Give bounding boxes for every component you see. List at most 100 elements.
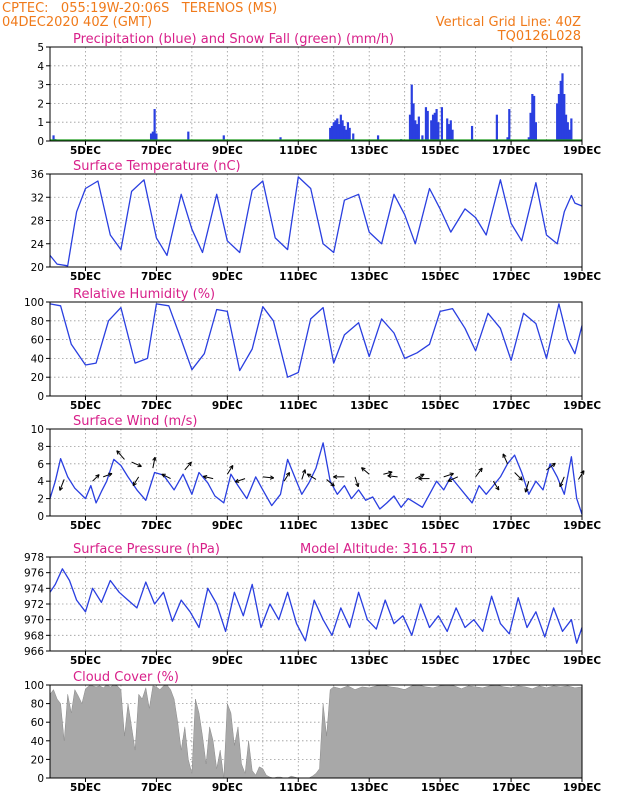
precip-bar [345, 129, 348, 141]
panel-title: Cloud Cover (%) [73, 670, 179, 685]
x-tick-label: 9DEC [212, 145, 243, 157]
wind-arrow [103, 472, 113, 478]
y-tick-label: 20 [31, 372, 44, 384]
y-tick-label: 6 [37, 459, 44, 471]
wind-arrow [226, 465, 234, 475]
y-tick-label: 10 [31, 424, 44, 436]
precip-bar [447, 124, 451, 141]
x-tick-label: 13DEC [350, 655, 389, 667]
x-tick-label: 13DEC [350, 400, 389, 412]
wind-arrow [234, 478, 246, 483]
precip-bar [348, 127, 351, 141]
precip-bar [410, 84, 413, 141]
x-tick-label: 15DEC [421, 400, 460, 412]
precip-bar [187, 131, 190, 141]
precip-bar [329, 127, 332, 141]
x-tick-label: 13DEC [350, 782, 389, 794]
precip-bar [470, 125, 474, 141]
precip-bar [341, 120, 344, 141]
precip-bar [330, 125, 334, 141]
y-tick-label: 36 [31, 169, 45, 181]
x-tick-label: 11DEC [279, 271, 318, 283]
x-tick-label: 19DEC [563, 655, 602, 667]
y-tick-label: 24 [31, 239, 45, 251]
panel-title: Relative Humidity (%) [73, 287, 215, 302]
y-tick-label: 80 [31, 316, 44, 328]
y-tick-label: 5 [37, 42, 44, 54]
x-tick-label: 13DEC [350, 271, 389, 283]
x-tick-label: 9DEC [212, 782, 243, 794]
y-tick-label: 100 [24, 297, 44, 309]
press-series-line [49, 568, 583, 644]
wind-arrow [132, 476, 140, 487]
y-tick-label: 8 [37, 441, 44, 453]
x-tick-label: 17DEC [492, 271, 531, 283]
precip-bar [449, 120, 452, 141]
precip-bar [433, 112, 436, 141]
y-tick-label: 4 [37, 476, 44, 488]
precip-bar [424, 107, 428, 141]
wind-arrow [184, 461, 192, 471]
x-tick-label: 19DEC [563, 782, 602, 794]
y-tick-label: 976 [24, 568, 44, 580]
wind-arrow [492, 480, 500, 491]
precip-bar [495, 114, 498, 141]
y-tick-label: 966 [24, 646, 44, 658]
y-tick-label: 60 [31, 335, 44, 347]
x-tick-label: 15DEC [421, 655, 460, 667]
precip-bar [336, 118, 339, 141]
y-tick-label: 40 [31, 736, 44, 748]
precip-bar [415, 124, 419, 141]
wind-arrow [202, 474, 214, 480]
precip-bar [430, 120, 433, 141]
wind-arrow [354, 476, 360, 488]
precip-bar [564, 114, 568, 141]
precip-bar [563, 94, 566, 141]
precip-bar [566, 122, 569, 141]
temp-series-line [49, 176, 583, 267]
y-tick-label: 3 [37, 80, 44, 92]
y-tick-label: 100 [24, 680, 44, 692]
header-line2-left: 04DEC2020 40Z (GMT) [2, 15, 153, 30]
x-tick-label: 9DEC [212, 400, 243, 412]
x-tick-label: 19DEC [563, 520, 602, 532]
x-tick-label: 9DEC [212, 271, 243, 283]
x-tick-label: 15DEC [421, 145, 460, 157]
precip-bar [346, 122, 350, 141]
y-tick-label: 968 [24, 630, 44, 642]
precip-bar [557, 94, 561, 141]
precip-bar [568, 129, 571, 141]
wind-arrow [546, 462, 556, 471]
y-tick-label: 32 [31, 192, 44, 204]
x-tick-label: 13DEC [350, 520, 389, 532]
y-tick-label: 20 [31, 262, 44, 274]
precip-bar [155, 133, 158, 141]
panel-subtitle: Model Altitude: 316.157 m [300, 542, 473, 557]
header-line3-right: TQ0126L028 [497, 29, 581, 44]
y-tick-label: 40 [31, 353, 44, 365]
header-line2-right: Vertical Grid Line: 40Z [435, 15, 581, 30]
x-tick-label: 19DEC [563, 400, 602, 412]
panel-frame [49, 684, 583, 779]
panel-title: Surface Temperature (nC) [73, 159, 241, 174]
wind-arrow [475, 467, 483, 478]
x-tick-label: 17DEC [492, 655, 531, 667]
y-tick-label: 28 [31, 216, 44, 228]
y-tick-label: 80 [31, 699, 44, 711]
precip-bar [151, 131, 154, 141]
x-tick-label: 15DEC [421, 271, 460, 283]
cloud-cover-area [49, 684, 583, 779]
x-tick-label: 13DEC [350, 145, 389, 157]
wind-arrow [418, 476, 430, 481]
precip-bar [412, 103, 415, 141]
wind-arrow [447, 476, 459, 482]
y-tick-label: 972 [24, 599, 44, 611]
precip-bar [446, 118, 449, 141]
precip-bar [508, 109, 511, 141]
y-tick-label: 2 [37, 494, 44, 506]
y-tick-label: 0 [37, 391, 44, 403]
precip-bar [222, 135, 225, 141]
y-tick-label: 0 [37, 773, 44, 785]
x-tick-label: 5DEC [70, 782, 101, 794]
